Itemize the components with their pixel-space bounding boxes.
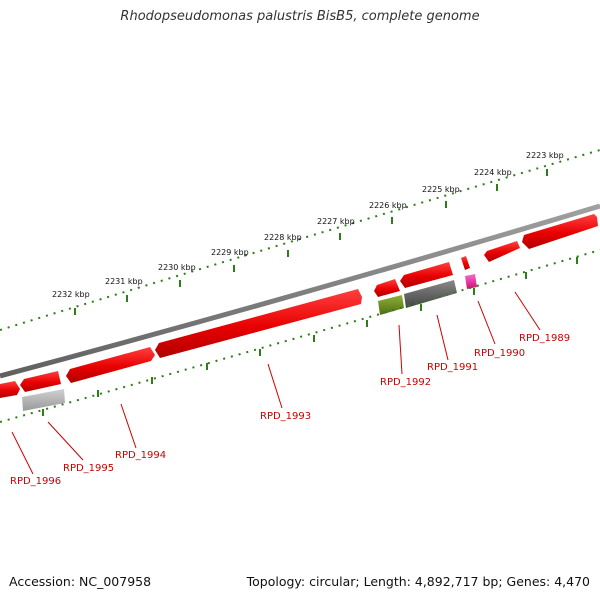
gene-arrow	[400, 262, 453, 288]
forward-genes	[0, 214, 598, 398]
gene-arrow	[0, 381, 20, 398]
scale-label: 2230 kbp	[158, 263, 196, 272]
reverse-genes	[22, 274, 477, 411]
gene-arrow	[66, 347, 155, 383]
gene-arrow	[522, 214, 598, 249]
gene-arrow	[484, 241, 520, 262]
accession-text: Accession: NC_007958	[9, 574, 152, 589]
scale-label: 2229 kbp	[211, 248, 249, 257]
scale-label: 2225 kbp	[422, 185, 460, 194]
gene-arrow	[374, 279, 400, 297]
scale-label: 2226 kbp	[369, 201, 407, 210]
label-leaders	[11, 291, 541, 475]
gene-label: RPD_1993	[260, 411, 311, 422]
gene-arrow	[461, 256, 470, 270]
gene-label: RPD_1992	[380, 377, 431, 388]
gene-box-pink	[465, 274, 477, 289]
scale-ticks	[74, 169, 548, 315]
gene-box-olive	[378, 295, 404, 315]
gene-label: RPD_1996	[10, 476, 61, 487]
gene-arrow	[155, 289, 362, 358]
gene-box-lightgray	[22, 389, 65, 411]
gene-label: RPD_1990	[474, 348, 525, 359]
topology-text: Topology: circular; Length: 4,892,717 bp…	[246, 574, 590, 589]
lower-scale-track	[0, 249, 600, 423]
scale-labels: 2223 kbp 2224 kbp 2225 kbp 2226 kbp 2227…	[52, 151, 564, 299]
gene-label: RPD_1991	[427, 362, 478, 373]
gene-box-gray	[404, 280, 457, 308]
scale-label: 2232 kbp	[52, 290, 90, 299]
genome-backbone	[0, 203, 600, 379]
gene-label: RPD_1994	[115, 450, 166, 461]
scale-label: 2224 kbp	[474, 168, 512, 177]
scale-label: 2231 kbp	[105, 277, 143, 286]
scale-label: 2223 kbp	[526, 151, 564, 160]
gene-label: RPD_1989	[519, 333, 570, 344]
gene-arrow	[20, 371, 61, 392]
gene-labels: RPD_1989 RPD_1990 RPD_1991 RPD_1992 RPD_…	[10, 333, 570, 487]
scale-label: 2228 kbp	[264, 233, 302, 242]
upper-scale-track	[0, 149, 600, 331]
map-title: Rhodopseudomonas palustris BisB5, comple…	[120, 9, 480, 24]
gene-label: RPD_1995	[63, 463, 114, 474]
scale-label: 2227 kbp	[317, 217, 355, 226]
